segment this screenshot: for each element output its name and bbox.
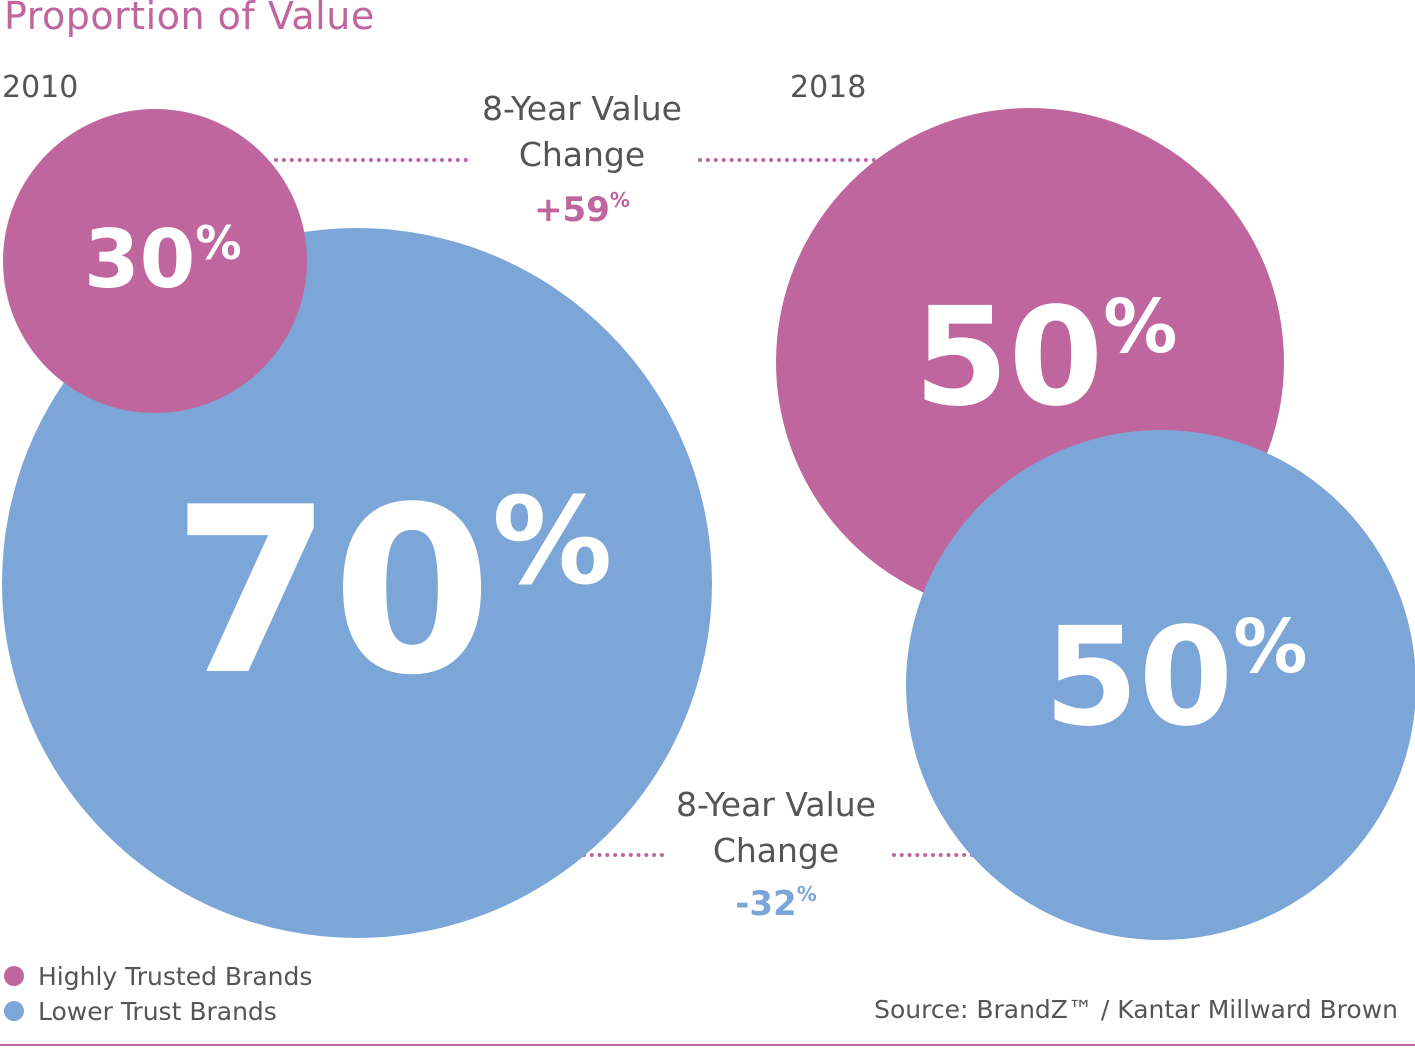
change-label-line1: 8-Year Value bbox=[482, 89, 682, 128]
percent-sign: % bbox=[1233, 604, 1308, 690]
change-value-lower-trust: -32% bbox=[676, 882, 876, 924]
connector-low-right bbox=[892, 853, 974, 857]
value-number: 50 bbox=[914, 279, 1104, 437]
value-2010-lower-trust: 70% bbox=[172, 478, 612, 708]
change-unit: % bbox=[609, 188, 630, 212]
source-note: Source: BrandZ™ / Kantar Millward Brown bbox=[874, 995, 1398, 1024]
change-label-lower-trust: 8-Year Value Change bbox=[656, 782, 896, 874]
change-value-highly-trusted: +59% bbox=[482, 188, 682, 230]
legend-label: Lower Trust Brands bbox=[38, 996, 277, 1026]
change-label-line2: Change bbox=[712, 831, 840, 870]
year-label-2010: 2010 bbox=[2, 70, 79, 105]
bubble-2010-highly-trusted bbox=[3, 109, 307, 413]
change-unit: % bbox=[796, 882, 817, 906]
change-number: +59 bbox=[534, 190, 610, 230]
value-2018-highly-trusted: 50% bbox=[914, 290, 1177, 426]
change-label-highly-trusted: 8-Year Value Change bbox=[462, 86, 702, 178]
change-number: -32 bbox=[735, 884, 797, 924]
chart-title: Proportion of Value bbox=[4, 0, 375, 38]
value-number: 30 bbox=[84, 213, 196, 306]
legend-item-lower-trust: Lower Trust Brands bbox=[4, 996, 277, 1026]
percent-sign: % bbox=[1103, 284, 1178, 370]
percent-sign: % bbox=[492, 473, 613, 612]
legend-item-highly-trusted: Highly Trusted Brands bbox=[4, 961, 312, 991]
bottom-rule bbox=[0, 1044, 1415, 1046]
change-label-line2: Change bbox=[518, 135, 646, 174]
connector-high-left bbox=[274, 158, 468, 162]
legend-label: Highly Trusted Brands bbox=[38, 961, 313, 991]
bubble-2018-lower-trust bbox=[906, 430, 1415, 940]
value-number: 50 bbox=[1044, 599, 1234, 757]
value-2018-lower-trust: 50% bbox=[1044, 610, 1307, 746]
value-2010-highly-trusted: 30% bbox=[84, 220, 241, 300]
connector-high-right bbox=[698, 158, 876, 162]
connector-low-left bbox=[582, 853, 664, 857]
change-label-line1: 8-Year Value bbox=[676, 785, 876, 824]
year-label-2018: 2018 bbox=[790, 70, 867, 105]
legend-swatch bbox=[4, 1001, 24, 1021]
value-number: 70 bbox=[172, 459, 493, 726]
legend-swatch bbox=[4, 966, 24, 986]
percent-sign: % bbox=[195, 216, 242, 270]
